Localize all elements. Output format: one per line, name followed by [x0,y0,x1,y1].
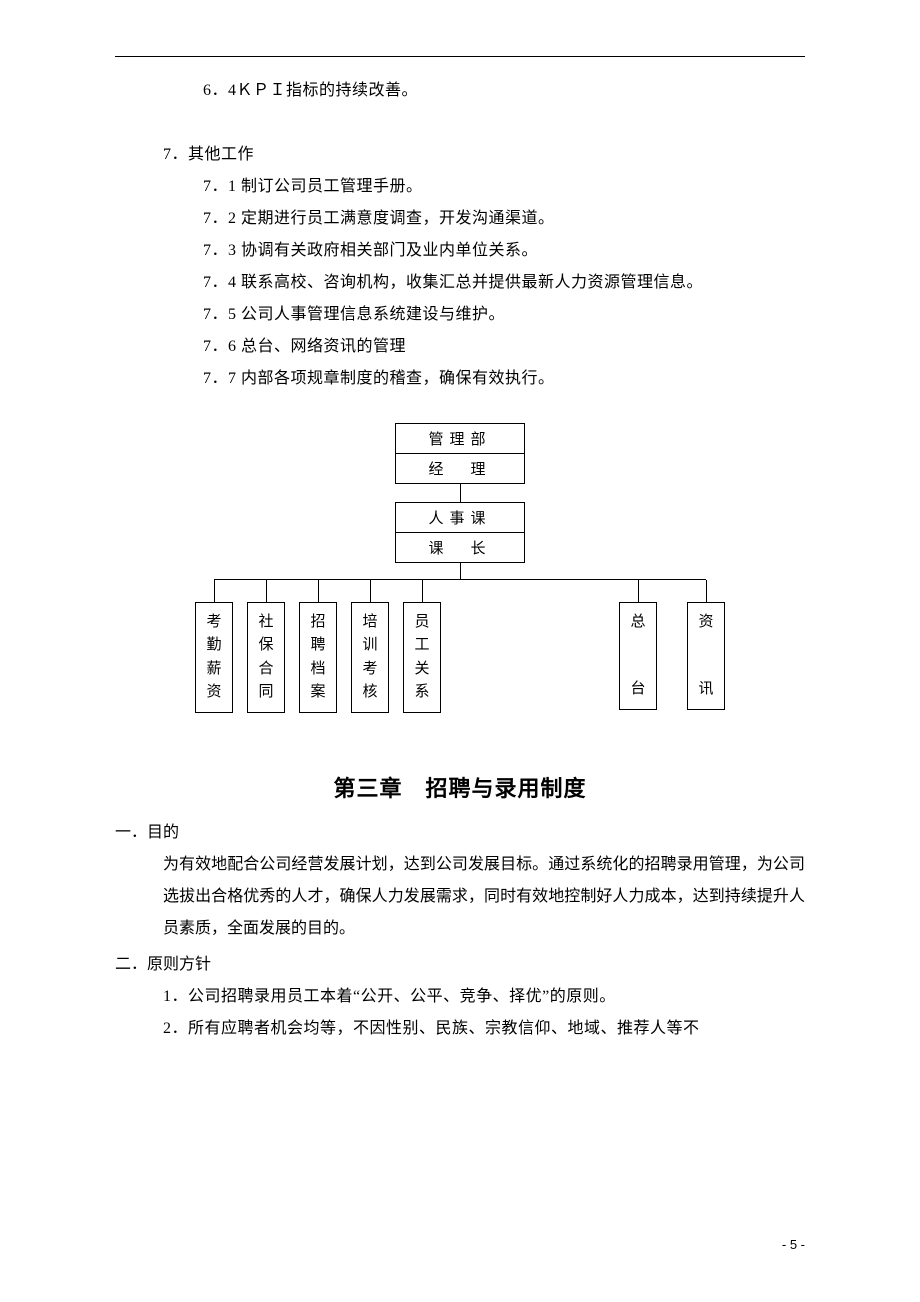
org-top-title: 管理部 [396,424,524,453]
section-1-heading: 一．目的 [115,817,805,849]
page-number: - 5 - [782,1237,805,1252]
chapter-title: 第三章 招聘与录用制度 [115,771,805,803]
section-1-body: 为有效地配合公司经营发展计划，达到公司发展目标。通过系统化的招聘录用管理，为公司… [115,849,805,945]
line-7-2: 7．2 定期进行员工满意度调查，开发沟通渠道。 [115,203,805,235]
org-chart: 管理部 经 理 人事课 课 长 考勤薪资社保合同招聘档案培训考核员工关系 [195,423,725,713]
section-2-heading: 二．原则方针 [115,949,805,981]
org-top-sub: 经 理 [396,453,524,483]
org-leaf: 培训考核 [351,602,389,713]
org-connector [460,563,461,579]
org-mid-box: 人事课 课 长 [395,502,525,563]
line-7: 7．其他工作 [115,139,805,171]
line-7-6: 7．6 总台、网络资讯的管理 [115,331,805,363]
blank-gap [115,107,805,139]
org-top-box: 管理部 经 理 [395,423,525,484]
line-7-3: 7．3 协调有关政府相关部门及业内单位关系。 [115,235,805,267]
line-7-1: 7．1 制订公司员工管理手册。 [115,171,805,203]
org-leaf: 资讯 [687,602,725,710]
org-leaf: 总台 [619,602,657,710]
org-leaf: 考勤薪资 [195,602,233,713]
org-drops [195,580,725,602]
section-2-item-1: 1．公司招聘录用员工本着“公开、公平、竞争、择优”的原则。 [115,981,805,1013]
org-leaf: 招聘档案 [299,602,337,713]
document-page: 6．4ＫＰＩ指标的持续改善。 7．其他工作 7．1 制订公司员工管理手册。 7．… [0,0,920,1085]
section-2-item-2: 2．所有应聘者机会均等，不因性别、民族、宗教信仰、地域、推荐人等不 [115,1013,805,1045]
line-7-4: 7．4 联系高校、咨询机构，收集汇总并提供最新人力资源管理信息。 [115,267,805,299]
line-7-7: 7．7 内部各项规章制度的稽查，确保有效执行。 [115,363,805,395]
line-7-5: 7．5 公司人事管理信息系统建设与维护。 [115,299,805,331]
org-mid-sub: 课 长 [396,532,524,562]
org-connector [460,484,461,502]
line-6-4: 6．4ＫＰＩ指标的持续改善。 [115,75,805,107]
org-leaf: 社保合同 [247,602,285,713]
org-leaf-row: 考勤薪资社保合同招聘档案培训考核员工关系 总台资讯 [195,602,725,713]
org-leaf: 员工关系 [403,602,441,713]
org-mid-title: 人事课 [396,503,524,532]
header-rule [115,56,805,57]
